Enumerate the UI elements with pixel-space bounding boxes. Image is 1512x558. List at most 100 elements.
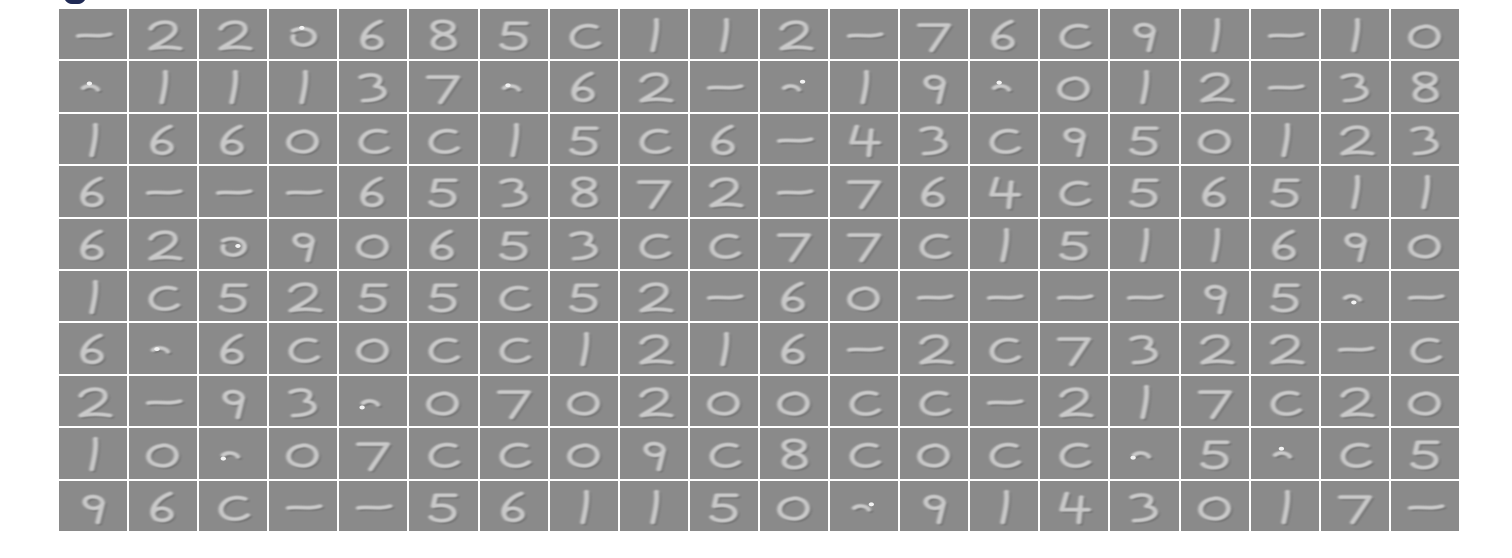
filter-light-stroke: [781, 334, 805, 365]
filter-tile: [759, 166, 829, 217]
filter-light-stroke: [987, 294, 1024, 300]
filter-pattern: [1340, 73, 1371, 105]
filter-tile: [970, 166, 1039, 217]
filter-tile: [689, 166, 758, 217]
filter-light-stroke: [579, 332, 590, 367]
filter-light-stroke: [148, 285, 181, 312]
filter-tile: [759, 428, 829, 479]
title-glyph: [64, 0, 86, 4]
filter-tile: [759, 375, 829, 427]
filter-tile: [59, 61, 128, 112]
filter-light-stroke: [89, 279, 99, 315]
filter-tile: [1250, 166, 1319, 217]
filter-light-stroke: [1280, 122, 1291, 158]
filter-light-stroke: [428, 178, 459, 208]
filter-tile: [409, 166, 478, 217]
filter-shadow-stroke: [1204, 178, 1227, 209]
filter-pattern: [720, 332, 731, 368]
filter-tile: [129, 375, 198, 427]
filter-light-stroke: [1197, 129, 1231, 154]
filter-light-stroke: [220, 451, 241, 459]
filter-pattern: [286, 503, 325, 511]
filter-tile: [759, 323, 829, 374]
filter-light-stroke: [428, 493, 459, 523]
filter-pattern: [720, 17, 731, 54]
filter-light-stroke: [82, 494, 106, 524]
filter-light-stroke: [1270, 334, 1305, 365]
filter-pattern: [1210, 17, 1222, 54]
filter-pattern: [288, 387, 319, 419]
filter-tile: [1250, 113, 1319, 165]
filter-tile: [1390, 113, 1459, 165]
filter-shadow-stroke: [363, 178, 386, 209]
filter-tile: [619, 166, 688, 217]
filter-tile: [1040, 9, 1109, 60]
filter-tile: [339, 9, 408, 60]
filter-tile: [619, 375, 688, 427]
filter-bright-spot: [299, 25, 305, 30]
filter-pattern: [1057, 337, 1093, 368]
filter-pattern: [1280, 122, 1292, 159]
filter-light-stroke: [1344, 232, 1368, 262]
filter-tile: [59, 375, 128, 427]
filter-light-stroke: [299, 70, 309, 105]
filter-tile: [199, 271, 268, 322]
filter-pattern: [429, 128, 463, 156]
filter-shadow-stroke: [82, 178, 106, 209]
filter-light-stroke: [509, 122, 519, 158]
filter-light-stroke: [1199, 72, 1235, 103]
filter-pattern: [1412, 71, 1441, 105]
filter-pattern: [849, 124, 883, 159]
filter-pattern: [428, 178, 460, 210]
filter-pattern: [923, 494, 948, 526]
filter-tile: [409, 113, 478, 165]
filter-tile: [970, 428, 1039, 479]
filter-pattern: [1280, 489, 1292, 526]
filter-tile: [129, 480, 198, 531]
filter-tile: [479, 375, 548, 427]
filter-pattern: [218, 20, 255, 52]
filter-light-stroke: [288, 282, 323, 313]
filter-shadow-stroke: [783, 336, 807, 366]
filter-pattern: [356, 503, 395, 511]
filter-pattern: [776, 137, 815, 144]
filter-light-stroke: [849, 390, 882, 416]
filter-tile: [689, 61, 758, 112]
filter-pattern: [569, 126, 600, 157]
filter-tile: [830, 323, 899, 374]
filter-tile: [1390, 9, 1459, 60]
filter-pattern: [1060, 443, 1093, 470]
filter-tile: [1110, 480, 1179, 531]
filter-light-stroke: [1140, 384, 1150, 420]
filter-pattern: [1270, 334, 1306, 367]
filter-pattern: [220, 124, 246, 157]
filter-pattern: [569, 23, 603, 51]
filter-pattern: [292, 232, 317, 264]
filter-light-stroke: [229, 70, 239, 105]
filter-tile: [479, 61, 548, 112]
filter-tile: [479, 113, 548, 165]
filter-light-stroke: [849, 124, 882, 158]
filter-tile: [619, 61, 688, 112]
filter-light-stroke: [78, 387, 113, 418]
filter-light-stroke: [80, 176, 104, 208]
filter-tile: [409, 480, 478, 531]
filter-light-stroke: [1340, 387, 1375, 418]
filter-light-stroke: [776, 232, 812, 262]
filter-pattern: [1129, 178, 1161, 210]
title-fragment: [58, 0, 208, 8]
filter-light-stroke: [1340, 125, 1375, 156]
filter-bright-spot: [1350, 300, 1357, 305]
filter-tile: [1180, 271, 1249, 322]
filter-pattern: [919, 125, 950, 157]
filter-pattern: [360, 19, 386, 52]
filter-pattern: [299, 70, 310, 106]
filter-tile: [1110, 271, 1179, 322]
filter-tile: [1110, 375, 1179, 427]
filter-tile: [479, 428, 548, 479]
filter-pattern: [990, 338, 1023, 365]
filter-light-stroke: [1201, 176, 1226, 208]
filter-tile: [339, 218, 408, 269]
filter-light-stroke: [639, 233, 671, 259]
filter-light-stroke: [1129, 335, 1159, 365]
